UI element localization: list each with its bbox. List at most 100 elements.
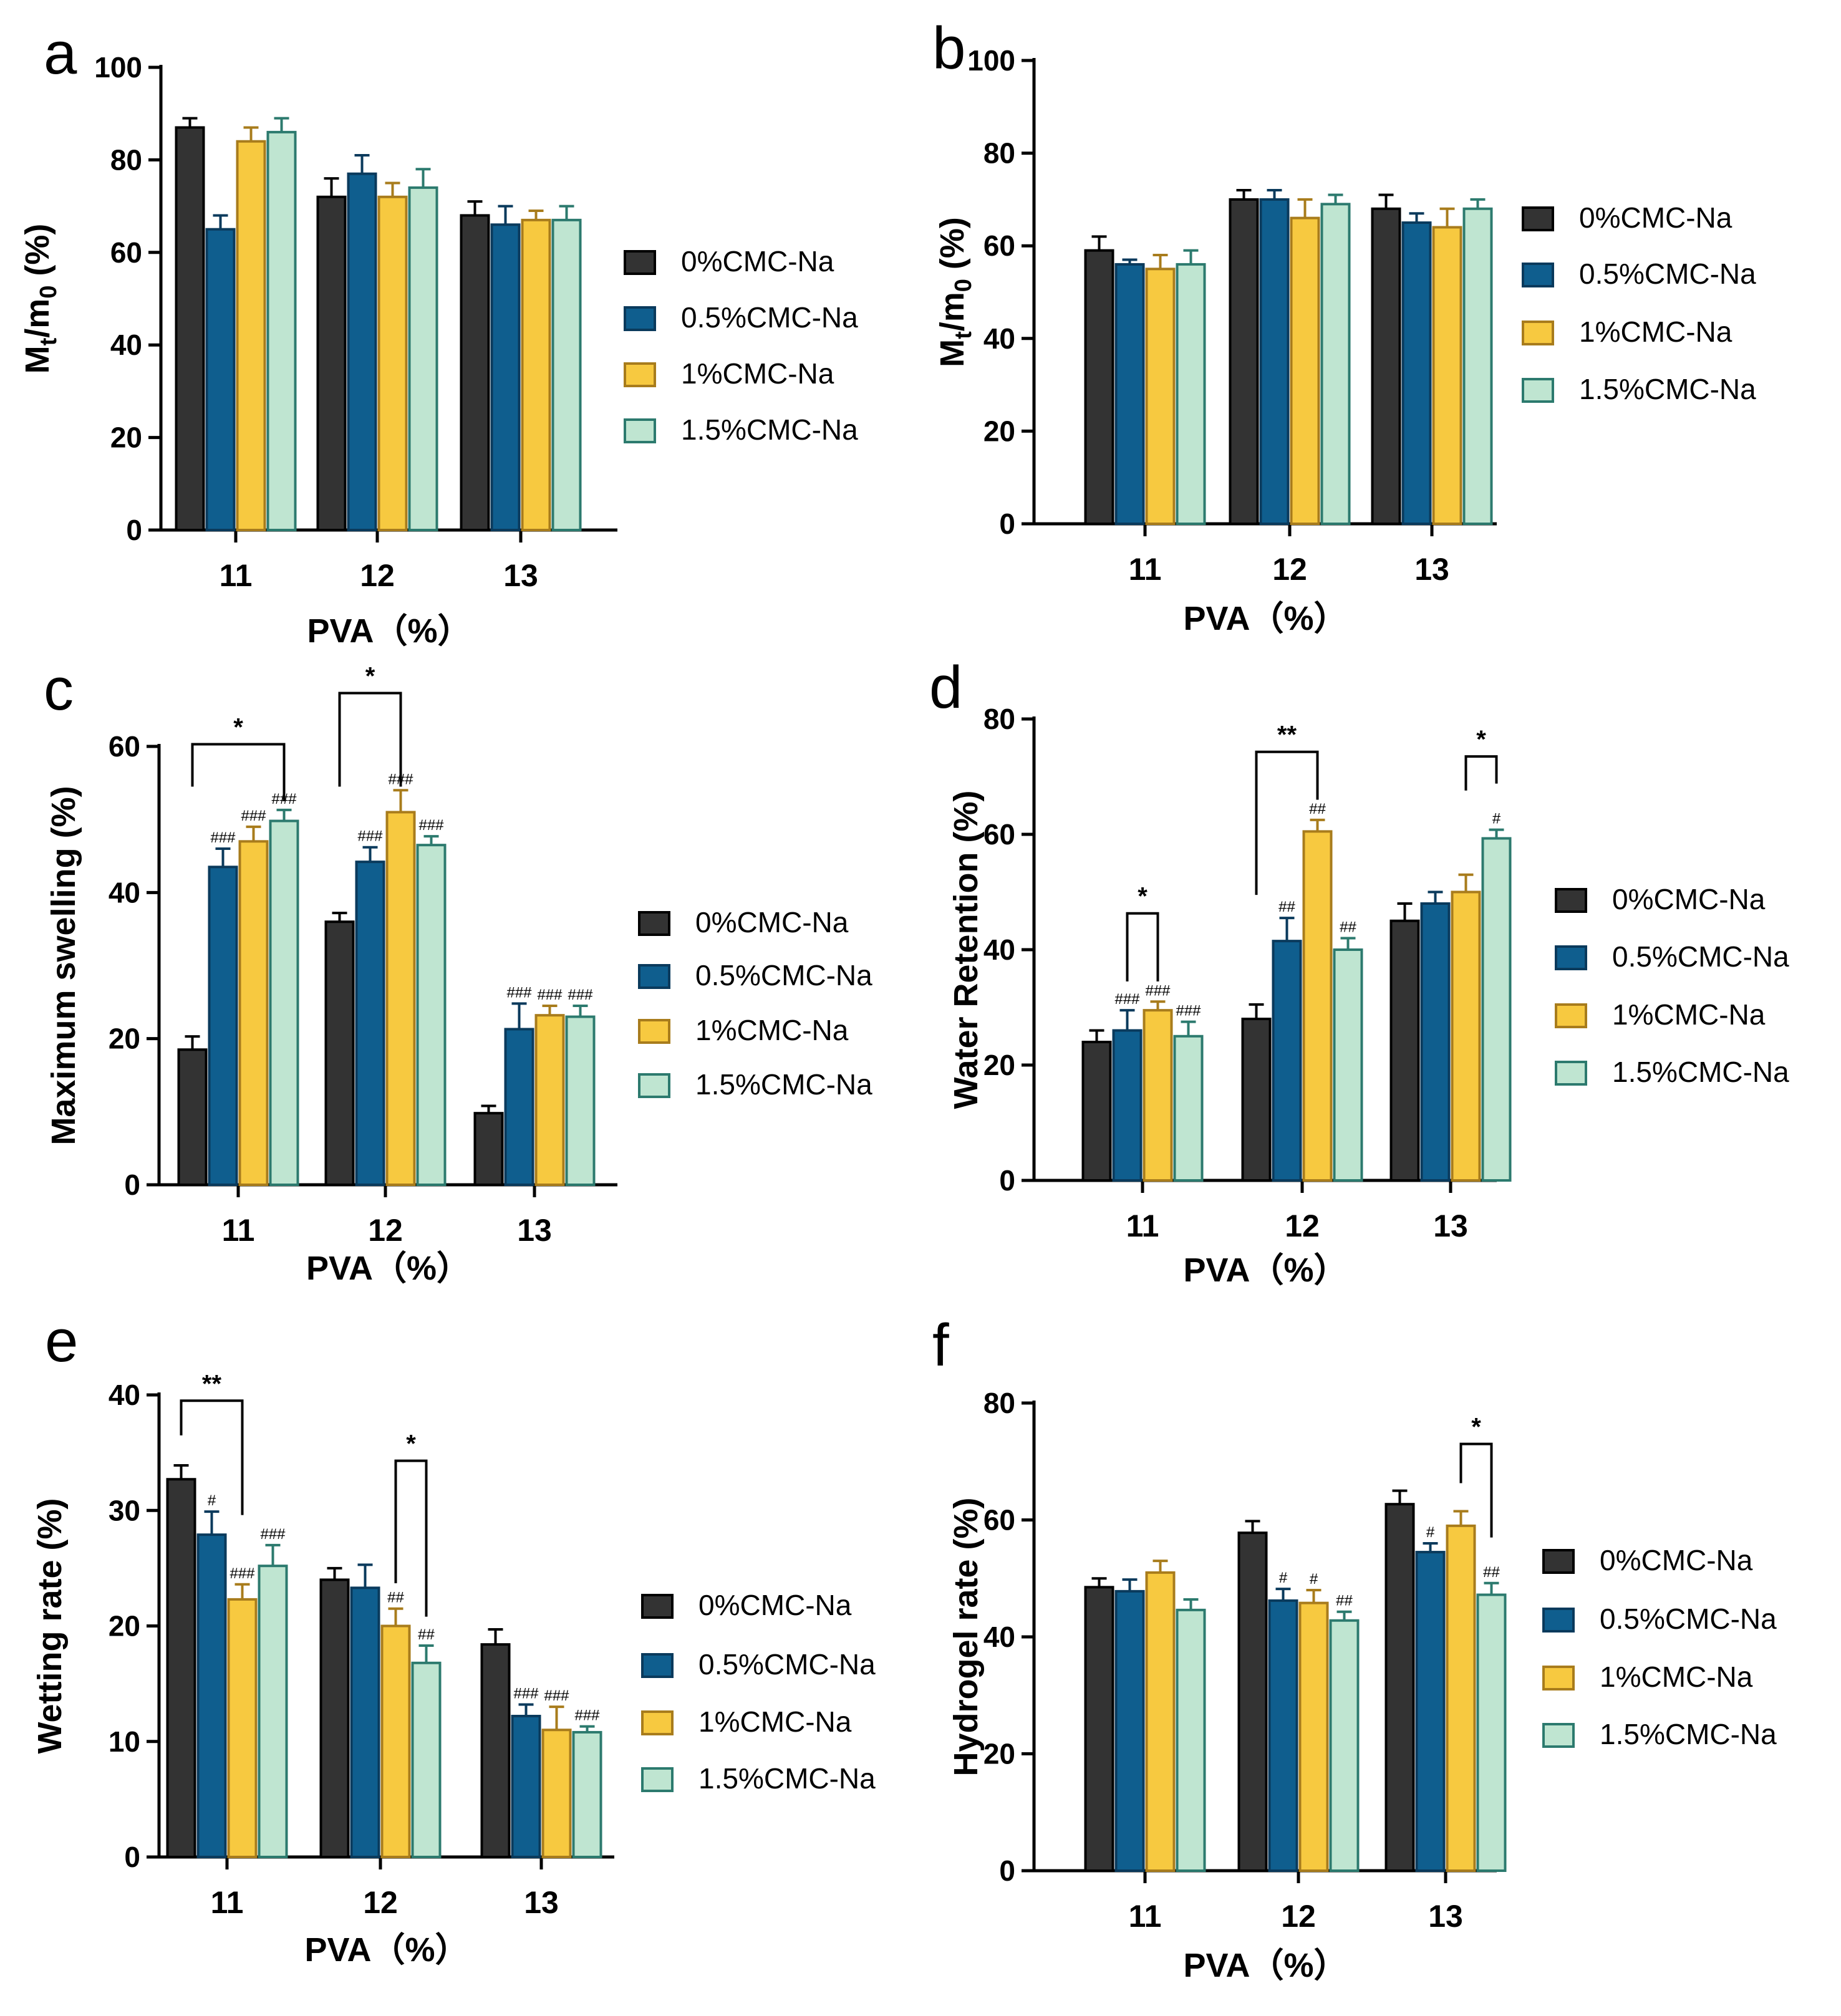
y-tick-label: 80 [110, 143, 142, 176]
y-tick-label: 20 [109, 1610, 140, 1642]
significance-star: ** [202, 1370, 222, 1397]
x-tick-label: 13 [524, 1885, 559, 1920]
y-tick-label: 40 [110, 329, 142, 361]
x-tick-label: 11 [222, 1213, 255, 1248]
bar [1081, 1041, 1112, 1182]
bar [1401, 221, 1432, 525]
y-tick-label: 60 [109, 730, 140, 763]
bar [1268, 1599, 1298, 1872]
bar [1389, 919, 1420, 1182]
significance-star: * [233, 713, 243, 741]
significance-mark: # [1426, 1524, 1435, 1541]
y-tick-label: 10 [109, 1725, 140, 1758]
x-tick-label: 13 [1433, 1208, 1468, 1243]
significance-bracket [338, 692, 402, 787]
legend-label: 0%CMC-Na [1600, 1544, 1753, 1576]
bar [350, 1586, 380, 1858]
bar [490, 223, 521, 531]
bar [1329, 1619, 1360, 1872]
significance-bracket [394, 1459, 428, 1617]
x-tick-label: 13 [517, 1213, 552, 1248]
significance-star: * [1476, 726, 1486, 753]
legend-label: 1%CMC-Na [681, 357, 834, 390]
bar [460, 214, 490, 531]
y-tick-label: 60 [983, 1504, 1015, 1536]
legend-swatch [1522, 263, 1554, 287]
legend-swatch [641, 1594, 674, 1619]
significance-star: * [1471, 1414, 1481, 1441]
legend-swatch [1542, 1549, 1575, 1574]
y-tick-label: 40 [109, 876, 140, 909]
legend-swatch [1522, 321, 1554, 345]
bar [1415, 1551, 1446, 1872]
legend-swatch [624, 418, 656, 443]
legend-swatch [1542, 1723, 1575, 1748]
y-tick-label: 0 [126, 514, 142, 546]
legend-swatch [1555, 945, 1587, 970]
bar [238, 840, 269, 1186]
bar [266, 130, 297, 531]
significance-bracket [1459, 1442, 1493, 1538]
legend-label: 1%CMC-Na [1579, 316, 1732, 348]
bar [385, 811, 416, 1186]
bar [319, 1578, 350, 1858]
bar [408, 186, 438, 532]
significance-mark: ## [1336, 1593, 1353, 1609]
bar [411, 1661, 442, 1859]
significance-mark: ### [418, 817, 444, 834]
y-tick-label: 20 [983, 415, 1015, 447]
y-tick-label: 20 [983, 1049, 1015, 1081]
bar [416, 844, 447, 1187]
bar [1333, 948, 1363, 1182]
bar [1173, 1035, 1204, 1182]
legend-swatch [1542, 1608, 1575, 1633]
bar [1298, 1601, 1329, 1872]
bar [1145, 1571, 1176, 1872]
significance-mark: ### [544, 1687, 569, 1704]
bar [1241, 1018, 1272, 1182]
bar [1112, 1029, 1143, 1182]
bar [1302, 830, 1333, 1182]
bar [380, 1624, 411, 1858]
chart-panel-b: b 0 20 40 60 80 100 11 12 13 Mt/m0 (%) PVA（%） 0%CMC-… [932, 15, 1756, 637]
x-tick-label: 12 [1281, 1899, 1316, 1934]
bar [1451, 890, 1481, 1182]
bar [1462, 207, 1493, 525]
legend-label: 0.5%CMC-Na [1579, 258, 1756, 290]
legend-swatch [624, 362, 656, 387]
y-tick-label: 80 [983, 1387, 1015, 1419]
y-axis-title: Hydrogel rate (%) [947, 1497, 985, 1776]
bar [1143, 1009, 1173, 1182]
legend-swatch [624, 250, 656, 275]
panel-letter: f [932, 1312, 949, 1379]
legend-label: 0%CMC-Na [695, 906, 849, 938]
panel-letter: c [44, 656, 74, 723]
y-axis-title: Maximum swelling (%) [45, 786, 82, 1145]
significance-mark: ## [387, 1589, 404, 1606]
significance-bracket [1255, 750, 1319, 895]
significance-bracket [1464, 755, 1498, 791]
bar [1114, 263, 1145, 525]
significance-mark: ## [418, 1626, 435, 1643]
x-tick-label: 13 [503, 558, 538, 593]
bar [1145, 268, 1176, 525]
significance-mark: ## [1340, 919, 1356, 936]
x-tick-label: 11 [211, 1885, 244, 1920]
bar [1229, 198, 1259, 525]
x-tick-label: 11 [220, 558, 253, 593]
bar [355, 861, 385, 1186]
y-axis-title: Wetting rate (%) [31, 1498, 69, 1753]
significance-mark: ### [241, 808, 266, 824]
panel-letter: d [929, 654, 962, 721]
y-tick-label: 40 [983, 933, 1015, 966]
x-tick-label: 12 [363, 1885, 398, 1920]
bar [227, 1598, 258, 1859]
significance-mark: # [208, 1492, 216, 1509]
significance-mark: ### [513, 1685, 539, 1702]
bar [205, 228, 236, 531]
bar [1320, 203, 1351, 525]
bar [1237, 1531, 1268, 1872]
significance-star: * [365, 662, 375, 690]
y-tick-label: 40 [983, 322, 1015, 355]
